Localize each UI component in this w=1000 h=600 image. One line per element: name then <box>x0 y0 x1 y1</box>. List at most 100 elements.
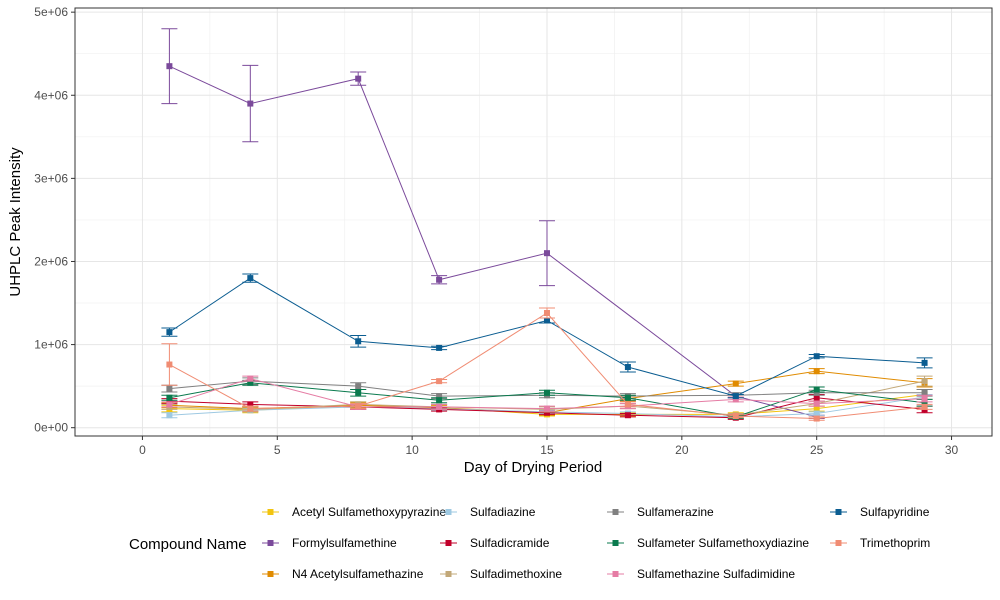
legend: Compound Name Acetyl Sulfamethoxypyrazin… <box>129 505 930 581</box>
legend-label: Acetyl Sulfamethoxypyrazine <box>292 505 446 519</box>
legend-label: Sulfameter Sulfamethoxydiazine <box>637 536 809 550</box>
y-tick-label: 4e+06 <box>34 88 68 102</box>
data-point <box>543 250 550 257</box>
legend-label: N4 Acetylsulfamethazine <box>292 567 424 581</box>
legend-key-marker <box>267 540 274 546</box>
data-point <box>436 393 443 400</box>
plot-border <box>74 7 993 437</box>
legend-title: Compound Name <box>129 536 247 553</box>
y-axis-title: UHPLC Peak Intensity <box>7 147 24 297</box>
data-point <box>166 394 173 401</box>
data-point <box>436 276 443 283</box>
data-point <box>166 398 173 405</box>
data-point <box>921 403 928 410</box>
legend-label: Sulfamethazine Sulfadimidine <box>637 567 795 581</box>
x-tick-label: 15 <box>540 443 554 457</box>
data-point <box>813 400 820 407</box>
series-group <box>161 379 933 420</box>
data-point <box>436 397 443 404</box>
legend-item: Sulfadicramide <box>440 536 550 550</box>
data-point <box>543 409 550 416</box>
data-point <box>921 359 928 366</box>
data-point <box>543 310 550 317</box>
data-point <box>624 412 631 419</box>
x-tick-label: 0 <box>139 443 146 457</box>
series-group <box>161 307 933 422</box>
y-tick-label: 0e+00 <box>34 421 68 435</box>
legend-label: Trimethoprim <box>860 536 930 550</box>
legend-label: Sulfadimethoxine <box>470 567 562 581</box>
data-point <box>543 405 550 412</box>
legend-key-marker <box>612 571 619 577</box>
data-point <box>436 344 443 351</box>
data-point <box>813 394 820 401</box>
data-point <box>813 415 820 422</box>
data-point <box>355 389 362 396</box>
data-point <box>813 410 820 417</box>
legend-key-marker <box>445 540 452 546</box>
data-point <box>813 389 820 396</box>
data-point <box>732 413 739 420</box>
data-point <box>166 361 173 368</box>
y-tick-label: 1e+06 <box>34 338 68 352</box>
data-point <box>624 401 631 408</box>
x-tick-label: 10 <box>405 443 419 457</box>
legend-label: Formylsulfamethine <box>292 536 397 550</box>
data-point <box>247 401 254 408</box>
data-point <box>732 380 739 387</box>
grid-lines <box>75 8 992 436</box>
data-point <box>166 385 173 392</box>
series-layer <box>161 28 933 422</box>
x-tick-label: 25 <box>810 443 824 457</box>
legend-label: Sulfadiazine <box>470 505 536 519</box>
data-point <box>813 368 820 375</box>
data-point <box>166 63 173 70</box>
legend-item: Sulfameter Sulfamethoxydiazine <box>607 536 809 550</box>
y-axis: 0e+00 1e+06 2e+06 3e+06 4e+06 5e+06 <box>34 5 75 435</box>
legend-key-marker <box>835 540 842 546</box>
data-point <box>436 378 443 385</box>
series-group <box>161 375 933 412</box>
data-point <box>436 403 443 410</box>
legend-item: Sulfamethazine Sulfadimidine <box>607 567 795 581</box>
legend-item: Sulfadiazine <box>440 505 536 519</box>
data-point <box>355 338 362 345</box>
legend-item: Sulfamerazine <box>607 505 714 519</box>
data-point <box>624 394 631 401</box>
data-point <box>166 329 173 336</box>
data-point <box>247 100 254 107</box>
legend-key-marker <box>612 540 619 546</box>
legend-item: Acetyl Sulfamethoxypyrazine <box>262 505 446 519</box>
legend-key-marker <box>835 509 842 515</box>
data-point <box>921 389 928 396</box>
legend-item: Sulfadimethoxine <box>440 567 562 581</box>
legend-key-marker <box>267 571 274 577</box>
legend-item: Trimethoprim <box>830 536 930 550</box>
data-point <box>813 405 820 412</box>
x-tick-label: 5 <box>274 443 281 457</box>
y-tick-label: 2e+06 <box>34 254 68 268</box>
legend-label: Sulfadicramide <box>470 536 550 550</box>
data-point <box>166 401 173 408</box>
y-tick-label: 3e+06 <box>34 171 68 185</box>
x-axis: 0 5 10 15 20 25 30 <box>139 436 959 457</box>
legend-item: Sulfapyridine <box>830 505 930 519</box>
data-point <box>921 399 928 406</box>
legend-key-marker <box>267 509 274 515</box>
data-point <box>247 379 254 386</box>
data-point <box>247 275 254 282</box>
data-point <box>732 396 739 403</box>
legend-item: Formylsulfamethine <box>262 536 397 550</box>
legend-label: Sulfamerazine <box>637 505 714 519</box>
data-point <box>813 386 820 393</box>
data-point <box>355 75 362 82</box>
data-point <box>247 375 254 382</box>
data-point <box>732 393 739 400</box>
x-tick-label: 20 <box>675 443 689 457</box>
data-point <box>355 403 362 410</box>
legend-label: Sulfapyridine <box>860 505 930 519</box>
legend-item: N4 Acetylsulfamethazine <box>262 567 424 581</box>
data-point <box>624 364 631 371</box>
data-point <box>921 395 928 402</box>
